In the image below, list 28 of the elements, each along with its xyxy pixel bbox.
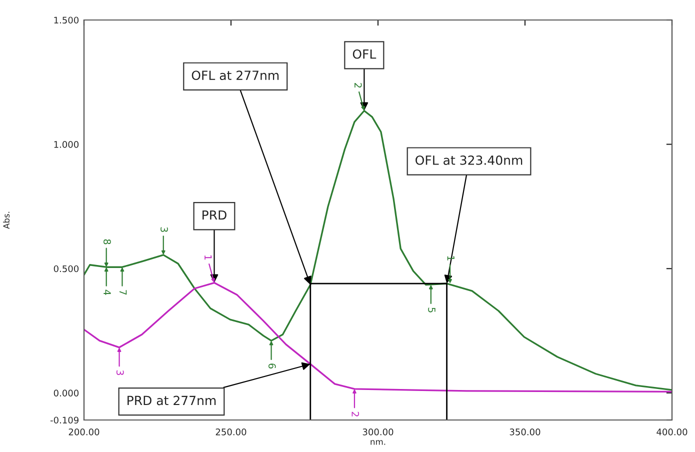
annotation: 4 [104, 290, 111, 295]
y-axis-title: Abs. [3, 212, 10, 229]
annotation: 2 [354, 83, 362, 88]
annotation: 3 [160, 227, 168, 232]
x-tick-label: 250.00 [216, 428, 246, 436]
x-axis-title: nm. [370, 440, 386, 445]
annotation: 5 [428, 308, 436, 312]
annotation: PRD [202, 210, 226, 220]
annotation: 1 [447, 256, 454, 260]
annotation: 8 [104, 239, 111, 244]
x-tick-label: 350.00 [510, 428, 540, 436]
annotation: OFL [352, 49, 376, 59]
annotation: OFL at 323.40nm [416, 155, 522, 165]
annotation: 7 [120, 290, 127, 295]
x-tick-label: 200.00 [68, 428, 100, 436]
annotation: OFL at 277nm [192, 70, 279, 80]
y-tick-label: 1.000 [54, 141, 79, 148]
y-tick-label: -0.109 [50, 416, 79, 424]
x-tick-label: 300.00 [362, 428, 394, 436]
annotation: 2 [352, 412, 360, 416]
y-tick-label: 0.500 [54, 265, 79, 272]
annotation: 3 [116, 370, 124, 376]
y-tick-label: 1.500 [54, 16, 79, 24]
annotation: 6 [268, 364, 276, 368]
annotation: PRD at 277nm [128, 396, 216, 406]
x-tick-label: 400.00 [656, 428, 688, 436]
y-tick-label: 0.000 [54, 390, 79, 396]
annotation: 1 [204, 255, 212, 260]
